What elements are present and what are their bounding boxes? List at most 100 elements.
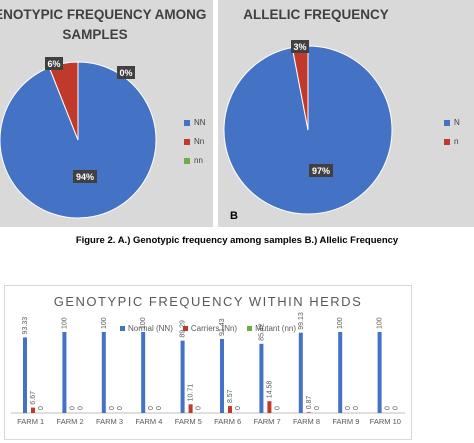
legend-swatch (184, 157, 190, 164)
bar-carriers (306, 412, 311, 413)
bar-data-label: 100 (101, 317, 108, 329)
pie-data-label-bg (117, 66, 135, 79)
x-tick-label: FARM 4 (135, 417, 162, 426)
legend-swatch (247, 326, 253, 331)
legend-item-carriers: Carriers (Nn) (182, 324, 238, 333)
bar-data-label: 0 (109, 406, 116, 410)
herd-frequency-bar-panel: GENOTYPIC FREQUENCY WITHIN HERDS Normal … (4, 285, 412, 440)
legend-label: Carriers (Nn) (190, 324, 238, 333)
legend-label: n (454, 137, 459, 146)
pie-data-label-bg (73, 170, 97, 183)
bar-data-label: 0 (385, 406, 392, 410)
bar-data-label: 0 (235, 406, 242, 410)
bar-normal (23, 337, 27, 413)
bar-chart-legend: Normal (NN) Carriers (Nn) Mutant (nn) (5, 324, 411, 333)
bar-chart-title: GENOTYPIC FREQUENCY WITHIN HERDS (53, 294, 363, 309)
legend-item-n-normal: N (444, 113, 460, 132)
bar-data-label: 8.57 (227, 389, 234, 403)
bar-normal (62, 332, 67, 413)
bar-data-label: 100 (337, 317, 344, 329)
x-tick-label: FARM 10 (370, 417, 401, 426)
x-tick-label: FARM 5 (175, 417, 202, 426)
pie-data-label-bg (291, 40, 309, 53)
x-tick-label: FARM 3 (96, 417, 123, 426)
legend-item-nn-mutant: nn (184, 151, 206, 170)
bar-data-label: 0 (77, 406, 84, 410)
bar-carriers (267, 401, 272, 413)
legend-swatch (444, 119, 450, 126)
pie-data-label: 6% (47, 59, 60, 69)
bar-data-label: 91.43 (219, 318, 226, 336)
legend-swatch (184, 138, 190, 145)
bar-carriers (31, 407, 35, 413)
legend-item-normal: Normal (NN) (119, 324, 173, 333)
legend-swatch (182, 326, 188, 331)
allelic-frequency-pie-panel: ALLELIC FREQUENCY 97% 3% N n B (218, 0, 474, 227)
x-tick-label: FARM 9 (332, 417, 359, 426)
pie-a-chart: 94% 6% 0% (0, 57, 157, 219)
legend-swatch (444, 138, 450, 145)
x-tick-label: FARM 2 (57, 417, 84, 426)
bar-normal (298, 332, 303, 413)
pie-b-title: ALLELIC FREQUENCY (243, 7, 389, 22)
legend-item-nn-carrier: Nn (184, 132, 206, 151)
bar-data-label: 99.13 (298, 312, 305, 330)
pie-data-label: 94% (76, 172, 94, 182)
pie-a-legend: NN Nn nn (184, 113, 206, 170)
pie-b-legend: N n (444, 113, 460, 151)
bar-data-label: 0 (353, 406, 360, 410)
bar-data-label: 100 (61, 317, 68, 329)
pie-data-label: 97% (312, 166, 330, 176)
legend-label: N (454, 118, 460, 127)
bar-data-label: 10.71 (188, 384, 195, 402)
panel-letter: B (230, 210, 238, 222)
bar-normal (101, 332, 106, 413)
bar-data-label: 0 (393, 406, 400, 410)
legend-item-mutant: Mutant (nn) (247, 324, 296, 333)
legend-swatch (119, 326, 125, 331)
legend-item-nn-homozygous: NN (184, 113, 206, 132)
x-tick-label: FARM 8 (293, 417, 320, 426)
pie-data-label-bg (309, 164, 333, 177)
bar-normal (141, 332, 146, 413)
bar-data-label: 0 (274, 406, 281, 410)
bar-normal (377, 332, 382, 413)
bar-normal (338, 332, 343, 413)
x-tick-label: FARM 7 (254, 417, 281, 426)
bar-data-label: 0 (117, 406, 124, 410)
legend-label: Normal (NN) (127, 324, 173, 333)
pie-a-title-line1: GENOTYPIC FREQUENCY AMONG (0, 7, 207, 22)
bar-normal (259, 343, 264, 413)
bar-normal (220, 338, 224, 413)
bar-data-label: 0 (38, 406, 45, 410)
legend-item-n-mutant: n (444, 132, 460, 151)
bar-data-label: 6.67 (30, 391, 37, 405)
bar-data-label: 89.29 (180, 320, 187, 338)
bar-data-label: 93.33 (22, 317, 29, 335)
bar-data-label: 0 (156, 406, 163, 410)
bar-data-label: 0.87 (306, 396, 313, 410)
pie-data-label: 0% (119, 68, 132, 78)
bar-data-label: 14.58 (266, 381, 273, 399)
bar-carriers (228, 406, 232, 413)
legend-label: Nn (194, 137, 205, 146)
bar-data-label: 100 (377, 317, 384, 329)
bar-data-label: 0 (345, 406, 352, 410)
pie-data-label-bg (45, 57, 63, 70)
bar-data-label: 0 (69, 406, 76, 410)
figure-caption: Figure 2. A.) Genotypic frequency among … (75, 235, 399, 246)
bar-data-label: 0 (148, 406, 155, 410)
x-tick-label: FARM 1 (17, 417, 44, 426)
pie-b-chart: 97% 3% (223, 40, 393, 215)
bar-data-label: 85.42 (258, 323, 265, 341)
legend-label: nn (194, 156, 203, 165)
pie-data-label: 3% (293, 42, 306, 52)
bar-data-label: 0 (314, 406, 321, 410)
genotypic-frequency-pie-panel: GENOTYPIC FREQUENCY AMONG SAMPLES 94% 6% 0… (0, 0, 213, 227)
bar-data-label: 100 (140, 317, 147, 329)
bar-carriers (188, 404, 193, 413)
bar-data-label: 0 (196, 406, 203, 410)
legend-label: Mutant (nn) (255, 324, 297, 333)
pie-a-title-line2: SAMPLES (62, 27, 128, 42)
